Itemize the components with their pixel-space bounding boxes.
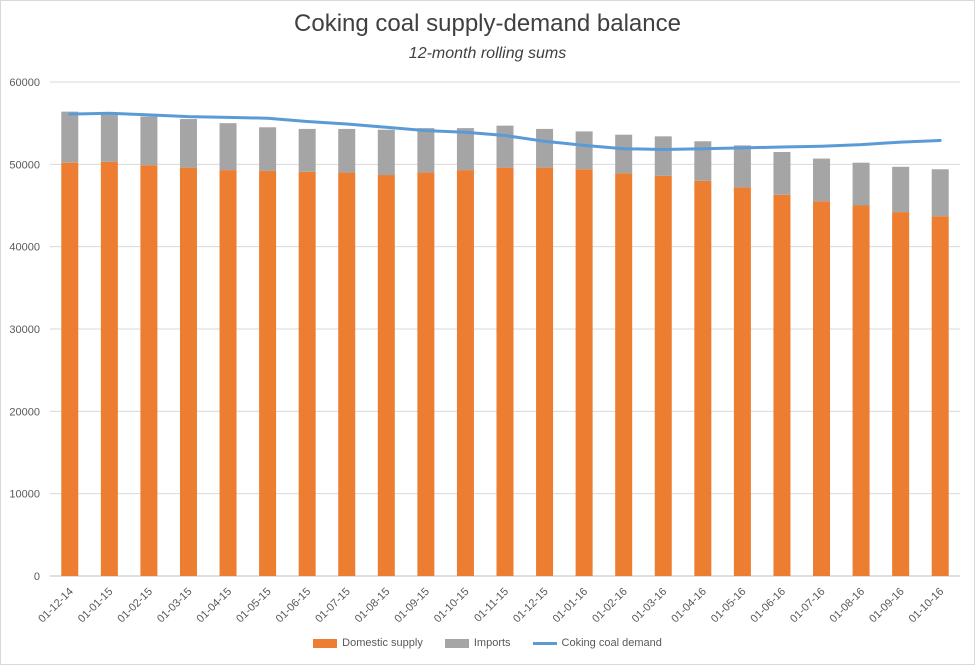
bar-domestic-supply	[100, 161, 118, 576]
x-tick-label: 01-03-16	[630, 586, 670, 626]
bar-imports	[456, 128, 474, 171]
bar-domestic-supply	[773, 194, 791, 576]
x-tick-label: 01-02-16	[590, 586, 630, 626]
bar-domestic-supply	[496, 167, 514, 577]
bar-imports	[813, 158, 831, 202]
bar-imports	[892, 166, 910, 213]
bar-imports	[259, 127, 277, 171]
bar-imports	[536, 128, 554, 168]
bar-imports	[496, 125, 514, 168]
x-tick-label: 01-01-16	[551, 586, 591, 626]
legend-item-domestic-supply: Domestic supply	[313, 637, 423, 649]
legend-item-imports: Imports	[444, 637, 511, 649]
bar-domestic-supply	[733, 187, 751, 577]
bar-imports	[615, 134, 633, 174]
x-tick-label: 01-02-15	[115, 586, 155, 626]
line-coking-coal-demand	[68, 111, 942, 151]
x-tick-label: 01-08-15	[353, 586, 393, 626]
x-tick-label: 01-07-16	[788, 586, 828, 626]
bar-domestic-supply	[259, 170, 277, 577]
x-tick-label: 01-04-15	[195, 586, 235, 626]
bar-domestic-supply	[615, 173, 633, 576]
bar-imports	[140, 116, 158, 166]
x-tick-label: 01-10-16	[907, 586, 947, 626]
legend-swatch-domestic-supply	[313, 638, 338, 648]
bar-domestic-supply	[654, 175, 672, 577]
bar-domestic-supply	[892, 212, 910, 576]
bar-domestic-supply	[456, 170, 474, 576]
bar-domestic-supply	[575, 169, 593, 577]
bar-imports	[219, 123, 237, 171]
x-tick-label: 01-12-15	[511, 586, 551, 626]
x-tick-label: 01-06-15	[274, 586, 314, 626]
bar-imports	[298, 128, 316, 172]
bar-domestic-supply	[179, 167, 197, 577]
x-tick-label: 01-05-16	[709, 586, 749, 626]
bar-domestic-supply	[417, 172, 435, 577]
bar-domestic-supply	[61, 162, 79, 577]
bar-imports	[100, 114, 118, 162]
bar-domestic-supply	[140, 165, 158, 576]
bar-imports	[417, 128, 435, 173]
x-tick-label: 01-09-16	[867, 586, 907, 626]
bar-imports	[931, 169, 949, 217]
bar-domestic-supply	[536, 167, 554, 577]
legend-swatch-coking-coal-demand	[532, 641, 557, 645]
bar-imports	[338, 128, 356, 173]
legend-label-imports: Imports	[473, 637, 511, 649]
bar-domestic-supply	[298, 171, 316, 576]
y-tick-label: 20000	[9, 406, 40, 418]
y-tick-label: 0	[34, 571, 40, 583]
bar-domestic-supply	[338, 172, 356, 577]
y-tick-label: 50000	[9, 159, 40, 171]
x-tick-label: 01-07-15	[313, 586, 353, 626]
bar-imports	[773, 151, 791, 195]
legend-label-coking-coal-demand: Coking coal demand	[561, 637, 662, 649]
bar-domestic-supply	[377, 175, 395, 576]
legend-item-coking-coal-demand: Coking coal demand	[532, 637, 662, 649]
bar-imports	[694, 141, 712, 181]
x-tick-label: 01-05-15	[234, 586, 274, 626]
y-tick-label: 60000	[9, 77, 40, 89]
y-tick-label: 40000	[9, 242, 40, 254]
legend-swatch-imports	[444, 638, 469, 648]
x-tick-label: 01-06-16	[748, 586, 788, 626]
bar-domestic-supply	[219, 170, 237, 576]
x-tick-label: 01-10-15	[432, 586, 472, 626]
bar-imports	[654, 136, 672, 176]
bar-imports	[179, 119, 197, 168]
bar-imports	[377, 129, 395, 176]
bar-imports	[733, 145, 751, 188]
bar-domestic-supply	[931, 216, 949, 576]
x-tick-label: 01-01-15	[76, 586, 116, 626]
bar-imports	[575, 131, 593, 170]
bar-imports	[61, 111, 79, 163]
x-tick-label: 01-11-15	[472, 586, 511, 625]
bar-imports	[852, 162, 870, 206]
x-tick-label: 01-04-16	[669, 586, 709, 626]
x-tick-label: 01-12-14	[36, 586, 76, 626]
bar-domestic-supply	[813, 201, 831, 576]
bar-domestic-supply	[694, 180, 712, 577]
legend-label-domestic-supply: Domestic supply	[342, 637, 423, 649]
chart-title: Coking coal supply-demand balance	[294, 10, 681, 37]
x-tick-label: 01-08-16	[828, 586, 868, 626]
x-tick-label: 01-09-15	[392, 586, 432, 626]
y-tick-label: 10000	[9, 489, 40, 501]
legend: Domestic supply Imports Coking coal dema…	[0, 637, 975, 649]
chart-subtitle: 12-month rolling sums	[408, 45, 567, 62]
y-tick-label: 30000	[9, 324, 40, 336]
x-tick-label: 01-03-15	[155, 586, 195, 626]
bar-domestic-supply	[852, 205, 870, 576]
